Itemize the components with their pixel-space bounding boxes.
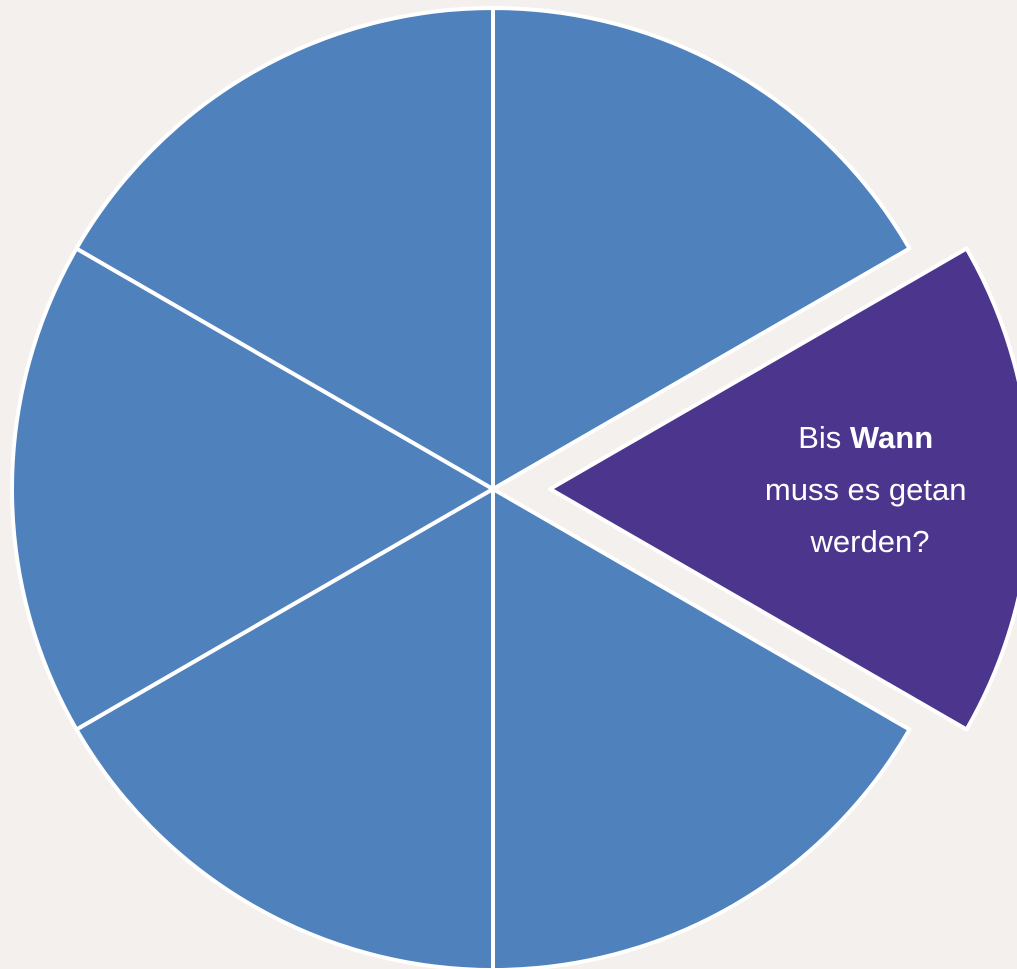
pie-segment — [491, 487, 912, 969]
label-line2: muss es getan — [765, 472, 967, 507]
pie-segments — [10, 6, 1017, 969]
pie-segment — [10, 246, 495, 732]
highlight-segment-label: Bis Wann muss es getan werden? — [765, 420, 975, 559]
pie-segment — [491, 6, 912, 491]
label-line1-bold: Wann — [850, 420, 933, 455]
pie-segment — [74, 487, 495, 969]
pie-segment-highlighted — [548, 246, 1017, 732]
pie-segment — [74, 6, 495, 491]
label-line1-prefix: Bis — [798, 420, 850, 455]
label-line1: Bis Wann — [798, 420, 942, 455]
label-line3: werden? — [810, 524, 930, 559]
